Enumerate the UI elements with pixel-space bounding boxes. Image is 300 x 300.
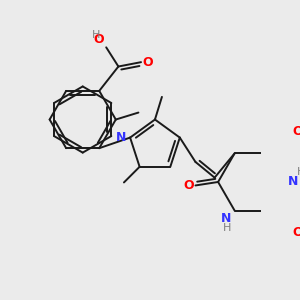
Text: O: O [292, 226, 300, 239]
Text: N: N [221, 212, 231, 225]
Text: O: O [183, 179, 194, 192]
Text: H: H [92, 30, 100, 40]
Text: N: N [288, 176, 298, 188]
Text: O: O [292, 125, 300, 138]
Text: O: O [94, 33, 104, 46]
Text: H: H [223, 223, 231, 233]
Text: H: H [296, 167, 300, 177]
Text: O: O [143, 56, 153, 69]
Text: N: N [116, 131, 127, 144]
